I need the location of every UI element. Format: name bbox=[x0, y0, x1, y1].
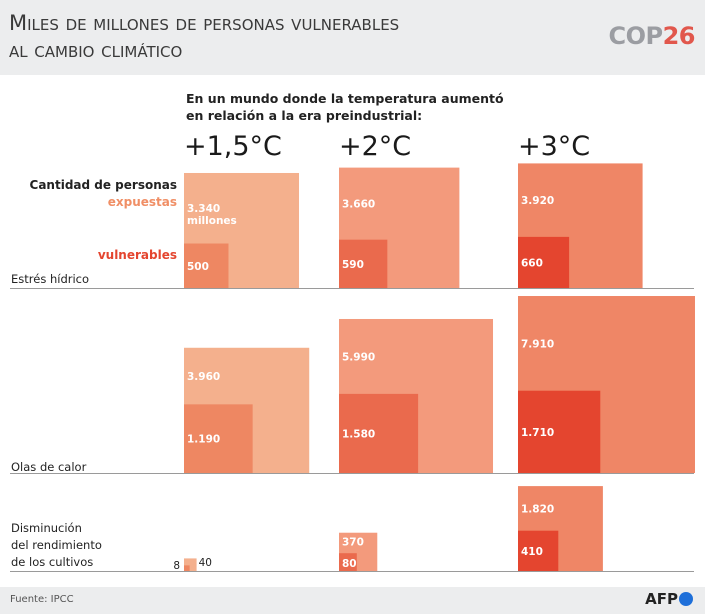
vulnerable-value-r3-c1: 8 bbox=[173, 560, 180, 572]
title-line-1: Miles de millones de personas vulnerable… bbox=[9, 11, 400, 35]
vulnerable-value-r1-c2: 590 bbox=[342, 259, 364, 271]
afp-logo: AFP bbox=[645, 590, 693, 608]
legend-heading: Cantidad de personas bbox=[30, 178, 177, 192]
exposed-value-r1-c3: 3.920 bbox=[521, 195, 554, 207]
exposed-value-r1-c2: 3.660 bbox=[342, 199, 375, 211]
exposed-value-r2-c2: 5.990 bbox=[342, 351, 375, 363]
row-label-2: Olas de calor bbox=[11, 460, 87, 474]
footer-band: Fuente: IPCC AFP bbox=[0, 587, 705, 614]
vulnerable-square-r1-c3 bbox=[518, 236, 570, 288]
vulnerable-square-r2-c3 bbox=[518, 390, 601, 473]
vulnerable-square-r2-c1 bbox=[184, 404, 253, 473]
exposed-value-r3-c2: 370 bbox=[342, 537, 364, 549]
exposed-unit-label: millones bbox=[187, 215, 237, 227]
row-label-3-line-2: del rendimiento bbox=[11, 538, 102, 552]
vulnerable-value-r2-c2: 1.580 bbox=[342, 428, 375, 440]
vulnerable-square-r3-c1 bbox=[184, 565, 190, 571]
logo-number-text: 26 bbox=[662, 22, 696, 50]
logo-cop-text: COP bbox=[608, 22, 663, 50]
row-label-3-line-3: de los cultivos bbox=[11, 555, 93, 569]
cop26-logo: COP26 bbox=[608, 22, 695, 50]
afp-logo-text: AFP bbox=[645, 590, 678, 608]
exposed-value-r3-c3: 1.820 bbox=[521, 503, 554, 515]
scenario-heading-3: +3°C bbox=[518, 131, 590, 162]
vulnerable-square-r3-c2 bbox=[339, 553, 357, 571]
vulnerable-value-r1-c1: 500 bbox=[187, 261, 209, 273]
page-title: Miles de millones de personas vulnerable… bbox=[9, 10, 569, 64]
vulnerable-value-r3-c2: 80 bbox=[342, 558, 357, 570]
title-line-2: al cambio climático bbox=[9, 38, 183, 62]
chart-subtitle-line-1: En un mundo donde la temperatura aumentó bbox=[186, 91, 504, 106]
legend-exposed-label: expuestas bbox=[108, 195, 177, 209]
chart-subtitle-line-2: en relación a la era preindustrial: bbox=[186, 108, 422, 123]
scenario-heading-1: +1,5°C bbox=[184, 131, 282, 162]
vulnerable-square-r1-c2 bbox=[339, 239, 388, 288]
row-label-1: Estrés hídrico bbox=[11, 272, 89, 286]
exposed-value-r2-c3: 7.910 bbox=[521, 338, 554, 350]
vulnerable-value-r2-c3: 1.710 bbox=[521, 427, 554, 439]
exposed-value-r2-c1: 3.960 bbox=[187, 371, 220, 383]
row-label-3-line-1: Disminución bbox=[11, 521, 82, 535]
exposed-value-r3-c1: 40 bbox=[199, 557, 212, 569]
vulnerable-value-r2-c1: 1.190 bbox=[187, 434, 220, 446]
chart: En un mundo donde la temperatura aumentó… bbox=[10, 91, 695, 572]
vulnerable-square-r3-c3 bbox=[518, 530, 559, 571]
vulnerable-value-r3-c3: 410 bbox=[521, 546, 543, 558]
afp-dot-icon bbox=[679, 592, 693, 606]
source-note: Fuente: IPCC bbox=[10, 594, 74, 605]
vulnerable-square-r2-c2 bbox=[339, 393, 419, 473]
exposed-value-r1-c1: 3.340 bbox=[187, 203, 220, 215]
legend-vulnerable-label: vulnerables bbox=[98, 248, 177, 262]
header-band: Miles de millones de personas vulnerable… bbox=[0, 0, 705, 75]
vulnerable-square-r1-c1 bbox=[184, 243, 229, 288]
vulnerable-value-r1-c3: 660 bbox=[521, 257, 543, 269]
scenario-heading-2: +2°C bbox=[339, 131, 411, 162]
